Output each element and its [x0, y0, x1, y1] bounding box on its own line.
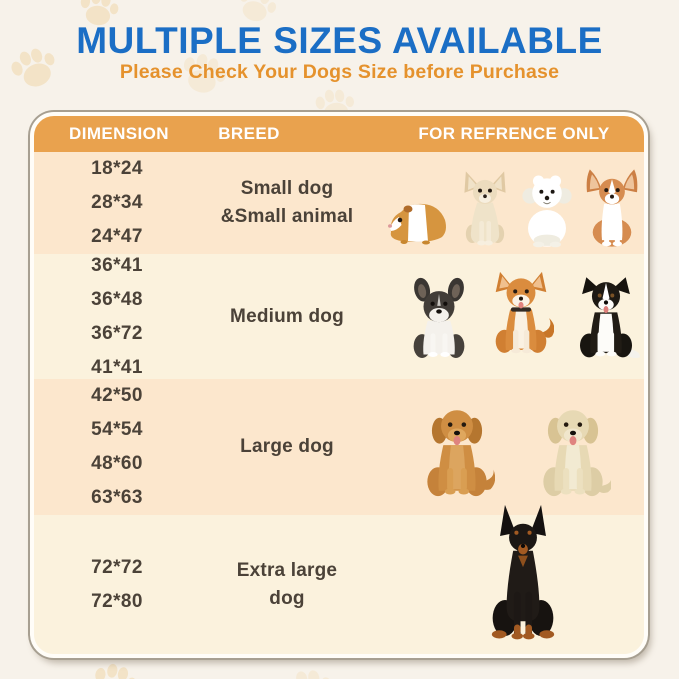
labrador-image [543, 410, 611, 497]
dimension-value: 54*54 [91, 419, 143, 440]
size-table: DIMENSION BREED FOR REFRENCE ONLY 18*24 … [30, 112, 648, 658]
dimension-value: 72*72 [91, 556, 143, 578]
corgi-image [586, 169, 638, 247]
dimension-value: 36*48 [91, 288, 143, 310]
chihuahua-image [464, 171, 506, 246]
column-header-reference: FOR REFRENCE ONLY [418, 124, 610, 143]
breed-cell: Small dog &Small animal [200, 152, 374, 254]
breed-label: dog [269, 587, 305, 609]
table-header-row: DIMENSION BREED FOR REFRENCE ONLY [34, 116, 644, 152]
bichon-frise-image [522, 175, 572, 248]
breed-label: Medium dog [230, 305, 344, 327]
guinea-pig-image [388, 203, 446, 245]
breed-label: Small dog [240, 178, 334, 199]
table-row-medium-dog: 36*41 36*48 36*72 41*41 Medium dog [34, 254, 644, 379]
breed-label: &Small animal [220, 206, 354, 227]
dimension-value: 48*60 [91, 453, 143, 474]
breed-cell: Large dog [200, 379, 374, 515]
french-bulldog-image [413, 277, 465, 359]
dimension-value: 24*47 [91, 226, 143, 247]
doberman-image [491, 504, 555, 640]
page-subtitle: Please Check Your Dogs Size before Purch… [119, 61, 560, 83]
dimension-cell: 36*41 36*48 36*72 41*41 [34, 254, 200, 379]
dimension-value: 28*34 [91, 192, 143, 213]
dimension-value: 36*41 [91, 254, 143, 276]
dimension-value: 18*24 [91, 158, 143, 179]
breed-cell: Medium dog [200, 254, 374, 379]
dimension-value: 36*72 [91, 322, 143, 344]
breed-label: Extra large [236, 559, 338, 581]
dimension-value: 72*80 [91, 590, 143, 612]
dimension-cell: 72*72 72*80 [34, 515, 200, 654]
reference-animals-cell [374, 152, 644, 254]
breed-label: Large dog [240, 436, 334, 457]
breed-cell: Extra large dog [200, 515, 374, 654]
dimension-value: 63*63 [91, 487, 143, 508]
table-row-extra-large-dog: 72*72 72*80 Extra large dog [34, 504, 644, 654]
reference-animals-cell [374, 379, 644, 515]
golden-retriever-image [427, 410, 495, 497]
dimension-cell: 42*50 54*54 48*60 63*63 [34, 379, 200, 515]
column-header-dimension: DIMENSION [69, 124, 169, 143]
dimension-value: 42*50 [91, 385, 143, 406]
column-header-breed: BREED [218, 124, 280, 143]
table-row-large-dog: 42*50 54*54 48*60 63*63 Large dog [34, 379, 644, 515]
border-collie-image [579, 277, 640, 359]
reference-animals-cell [374, 254, 644, 379]
dimension-value: 41*41 [91, 356, 143, 378]
page-title: MULTIPLE SIZES AVAILABLE [76, 20, 603, 61]
shiba-inu-image [495, 271, 554, 354]
table-row-small-dog: 18*24 28*34 24*47 Small dog &Small anima… [34, 152, 644, 254]
dimension-cell: 18*24 28*34 24*47 [34, 152, 200, 254]
reference-animals-cell [374, 504, 644, 654]
